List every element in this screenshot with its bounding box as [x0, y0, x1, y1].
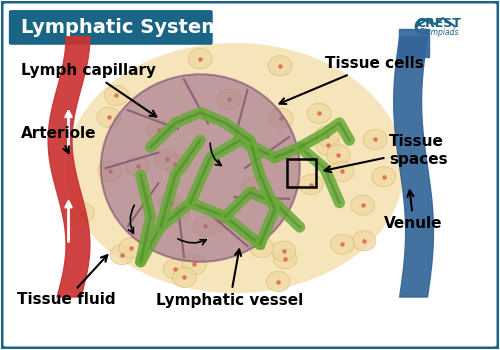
Ellipse shape — [307, 103, 331, 124]
Ellipse shape — [268, 56, 292, 76]
Ellipse shape — [98, 161, 122, 181]
Ellipse shape — [218, 89, 241, 110]
Text: Tissue
spaces: Tissue spaces — [324, 134, 448, 172]
Ellipse shape — [330, 234, 354, 254]
Ellipse shape — [104, 85, 128, 105]
Ellipse shape — [316, 126, 339, 146]
Ellipse shape — [163, 154, 187, 174]
Ellipse shape — [172, 267, 197, 287]
Ellipse shape — [154, 149, 178, 169]
Ellipse shape — [66, 43, 404, 293]
Ellipse shape — [119, 238, 143, 258]
Text: Tissue fluid: Tissue fluid — [16, 255, 116, 308]
Ellipse shape — [270, 108, 293, 128]
FancyBboxPatch shape — [9, 10, 212, 45]
Text: Tissue cells: Tissue cells — [280, 56, 424, 104]
Ellipse shape — [101, 74, 300, 262]
Ellipse shape — [272, 241, 295, 261]
Text: Venule: Venule — [384, 190, 443, 231]
Ellipse shape — [97, 107, 121, 127]
Ellipse shape — [273, 248, 297, 269]
Ellipse shape — [70, 203, 94, 223]
Ellipse shape — [193, 216, 217, 236]
Text: CREST: CREST — [416, 18, 462, 30]
Ellipse shape — [250, 237, 274, 258]
Ellipse shape — [208, 211, 233, 231]
Ellipse shape — [110, 245, 134, 265]
Ellipse shape — [363, 130, 387, 149]
Ellipse shape — [316, 135, 340, 155]
Text: Olympiads: Olympiads — [418, 28, 459, 37]
Ellipse shape — [158, 193, 182, 213]
Ellipse shape — [352, 231, 376, 251]
Ellipse shape — [126, 156, 150, 176]
Text: Lymph capillary: Lymph capillary — [22, 63, 156, 117]
Ellipse shape — [266, 272, 290, 292]
Ellipse shape — [188, 49, 212, 69]
Bar — [288, 159, 316, 187]
Ellipse shape — [163, 259, 187, 279]
Ellipse shape — [182, 254, 206, 274]
Ellipse shape — [166, 203, 190, 223]
Ellipse shape — [330, 161, 354, 181]
Ellipse shape — [326, 145, 350, 165]
Ellipse shape — [166, 155, 190, 175]
Text: Arteriole: Arteriole — [22, 126, 97, 153]
Ellipse shape — [146, 120, 171, 140]
Ellipse shape — [372, 167, 396, 187]
Ellipse shape — [299, 175, 323, 195]
Text: Lymphatic System: Lymphatic System — [22, 18, 222, 37]
Text: Lymphatic vessel: Lymphatic vessel — [156, 250, 304, 308]
Ellipse shape — [351, 195, 374, 215]
Ellipse shape — [241, 177, 265, 198]
